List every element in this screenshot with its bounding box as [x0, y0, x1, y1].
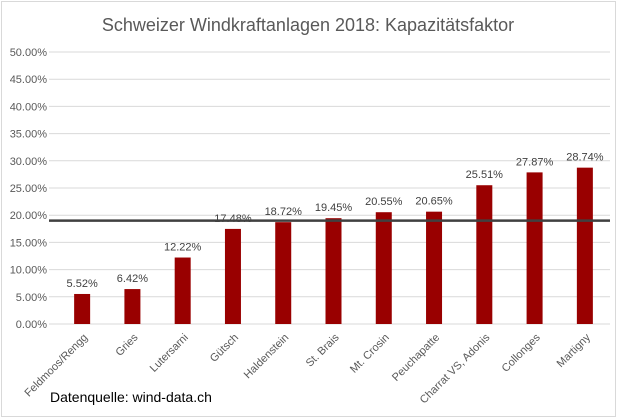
data-label: 20.55%: [365, 196, 403, 208]
bar: [476, 185, 493, 324]
source-annotation: Datenquelle: wind-data.ch: [50, 389, 212, 405]
y-tick-label: 45.00%: [10, 74, 48, 86]
data-label: 12.22%: [164, 242, 202, 254]
data-label: 20.65%: [415, 196, 453, 208]
x-category-label: Gütsch: [208, 332, 241, 365]
bar: [275, 222, 292, 324]
bar: [325, 218, 342, 324]
y-tick-label: 0.00%: [16, 319, 47, 331]
chart-title: Schweizer Windkraftanlagen 2018: Kapazit…: [102, 15, 514, 35]
x-category-label: Peuchapatte: [390, 332, 442, 384]
y-tick-label: 5.00%: [16, 292, 47, 304]
data-label: 27.87%: [516, 156, 554, 168]
x-category-label: St. Brais: [304, 331, 342, 369]
y-tick-label: 35.00%: [10, 129, 48, 141]
x-category-label: Lutersarni: [148, 332, 191, 375]
bar: [526, 172, 543, 324]
data-label: 18.72%: [265, 206, 303, 218]
bar: [124, 289, 141, 324]
data-label: 19.45%: [315, 202, 353, 214]
data-label: 5.52%: [67, 278, 98, 290]
y-tick-label: 25.00%: [10, 183, 48, 195]
bar: [426, 211, 443, 324]
data-label: 17.48%: [214, 213, 252, 225]
x-category-label: Mt. Crosin: [348, 332, 392, 376]
data-label: 28.74%: [566, 152, 604, 164]
x-category-label: Martigny: [555, 331, 594, 370]
bar: [74, 293, 91, 324]
x-category-label: Haldenstein: [242, 332, 292, 382]
y-tick-label: 10.00%: [10, 265, 48, 277]
data-label: 6.42%: [117, 273, 148, 285]
y-tick-label: 50.00%: [10, 47, 48, 59]
y-tick-label: 40.00%: [10, 101, 48, 113]
y-tick-label: 20.00%: [10, 210, 48, 222]
data-label: 25.51%: [466, 169, 504, 181]
x-category-label: Gries: [113, 331, 140, 358]
bar: [224, 228, 241, 324]
y-tick-label: 15.00%: [10, 237, 48, 249]
x-category-label: Collonges: [500, 331, 543, 374]
bar: [375, 212, 392, 324]
bar: [576, 167, 593, 324]
bar: [174, 257, 191, 324]
y-tick-label: 30.00%: [10, 156, 48, 168]
